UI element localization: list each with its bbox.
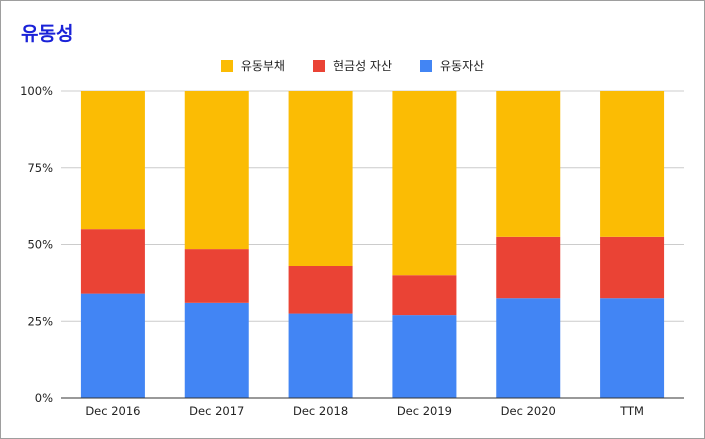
y-tick-label: 0%	[35, 391, 53, 405]
legend-label-current-assets: 유동자산	[440, 59, 485, 73]
bar-segment	[392, 275, 457, 316]
bar-segment	[288, 91, 353, 266]
bar-segment	[184, 91, 249, 250]
legend-swatch-current-assets	[420, 59, 432, 72]
legend-item-current-liabilities[interactable]: 유동부채	[220, 57, 285, 74]
bar-segment	[600, 236, 665, 299]
x-tick-label: Dec 2018	[293, 404, 348, 418]
legend-swatch-current-liabilities	[220, 59, 233, 72]
y-tick-label: 25%	[27, 314, 53, 328]
y-tick-label: 100%	[20, 84, 53, 98]
bar-segment	[288, 265, 353, 314]
bar-segment	[392, 91, 457, 276]
bar-segment	[496, 236, 561, 299]
bar-segment	[288, 313, 353, 398]
bar-segment	[600, 298, 665, 398]
bar-segment	[80, 91, 145, 230]
x-tick-label: Dec 2017	[189, 404, 244, 418]
bar-segment	[496, 91, 561, 237]
x-tick-label: Dec 2019	[397, 404, 452, 418]
legend-item-current-assets[interactable]: 유동자산	[420, 57, 484, 74]
legend-swatch-cash-assets	[312, 59, 325, 72]
legend: 유동부채 현금성 자산 유동자산	[1, 57, 704, 74]
bar-segment	[600, 91, 665, 237]
chart-title: 유동성	[21, 23, 74, 45]
x-tick-label: Dec 2016	[85, 404, 140, 418]
y-tick-label: 75%	[27, 161, 53, 175]
bar-segment	[80, 229, 145, 294]
x-tick-label: Dec 2020	[501, 404, 556, 418]
bar-segment	[496, 298, 561, 398]
bar-segment	[184, 302, 249, 398]
legend-label-cash-assets: 현금성 자산	[332, 59, 392, 73]
legend-label-current-liabilities: 유동부채	[240, 59, 285, 73]
legend-item-cash-assets[interactable]: 현금성 자산	[312, 57, 392, 74]
y-tick-label: 50%	[27, 238, 53, 252]
x-tick-label: TTM	[619, 404, 644, 418]
bar-segment	[184, 249, 249, 303]
bar-segment	[392, 315, 457, 398]
bar-segment	[80, 293, 145, 398]
